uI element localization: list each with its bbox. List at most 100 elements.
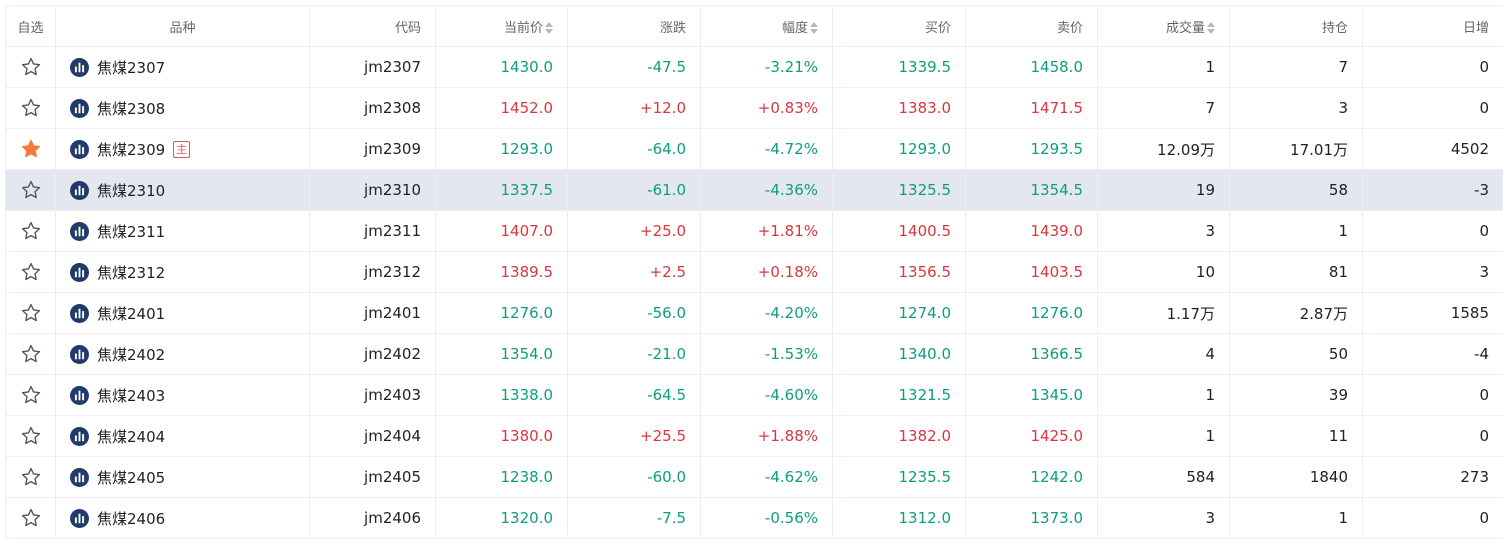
contract-name[interactable]: 焦煤2405 xyxy=(97,469,165,487)
name-cell[interactable]: 焦煤2312 xyxy=(56,252,310,293)
chart-icon[interactable] xyxy=(70,468,89,487)
chart-icon[interactable] xyxy=(70,181,89,200)
bid-cell: 1325.5 xyxy=(833,170,966,211)
code-cell: jm2311 xyxy=(310,211,436,252)
column-header-fav: 自选 xyxy=(6,6,56,47)
price-cell: 1338.0 xyxy=(436,375,568,416)
daily-cell: 4502 xyxy=(1363,129,1503,170)
ask-cell: 1345.0 xyxy=(966,375,1098,416)
contract-name[interactable]: 焦煤2403 xyxy=(97,387,165,405)
favorite-star-icon[interactable] xyxy=(6,129,56,170)
bid-cell: 1340.0 xyxy=(833,334,966,375)
bid-cell: 1356.5 xyxy=(833,252,966,293)
column-header-pct[interactable]: 幅度 xyxy=(701,6,833,47)
favorite-star-icon[interactable] xyxy=(6,375,56,416)
ask-cell: 1439.0 xyxy=(966,211,1098,252)
name-cell[interactable]: 焦煤2311 xyxy=(56,211,310,252)
code-cell: jm2308 xyxy=(310,88,436,129)
name-cell[interactable]: 焦煤2307 xyxy=(56,47,310,88)
contract-name[interactable]: 焦煤2311 xyxy=(97,223,165,241)
chart-icon[interactable] xyxy=(70,427,89,446)
name-cell[interactable]: 焦煤2308 xyxy=(56,88,310,129)
favorite-star-icon[interactable] xyxy=(6,47,56,88)
name-cell[interactable]: 焦煤2405 xyxy=(56,457,310,498)
contract-name[interactable]: 焦煤2308 xyxy=(97,100,165,118)
favorite-star-icon[interactable] xyxy=(6,416,56,457)
favorite-star-icon[interactable] xyxy=(6,334,56,375)
price-cell: 1430.0 xyxy=(436,47,568,88)
volume-cell: 19 xyxy=(1098,170,1230,211)
code-cell: jm2401 xyxy=(310,293,436,334)
contract-name[interactable]: 焦煤2402 xyxy=(97,346,165,364)
contract-name[interactable]: 焦煤2404 xyxy=(97,428,165,446)
chart-icon[interactable] xyxy=(70,222,89,241)
favorite-star-icon[interactable] xyxy=(6,170,56,211)
name-cell[interactable]: 焦煤2406 xyxy=(56,498,310,539)
chart-icon[interactable] xyxy=(70,304,89,323)
contract-name[interactable]: 焦煤2307 xyxy=(97,59,165,77)
daily-cell: -4 xyxy=(1363,334,1503,375)
chart-icon[interactable] xyxy=(70,509,89,528)
change-cell: +25.0 xyxy=(568,211,701,252)
favorite-star-icon[interactable] xyxy=(6,211,56,252)
main-contract-badge: 主 xyxy=(173,141,190,158)
oi-cell: 81 xyxy=(1230,252,1363,293)
code-cell: jm2404 xyxy=(310,416,436,457)
change-cell: +25.5 xyxy=(568,416,701,457)
ask-cell: 1276.0 xyxy=(966,293,1098,334)
chart-icon[interactable] xyxy=(70,99,89,118)
name-cell[interactable]: 焦煤2402 xyxy=(56,334,310,375)
favorite-star-icon[interactable] xyxy=(6,457,56,498)
oi-cell: 50 xyxy=(1230,334,1363,375)
name-cell[interactable]: 焦煤2310 xyxy=(56,170,310,211)
column-header-volume[interactable]: 成交量 xyxy=(1098,6,1230,47)
name-cell[interactable]: 焦煤2404 xyxy=(56,416,310,457)
code-cell: jm2309 xyxy=(310,129,436,170)
volume-cell: 4 xyxy=(1098,334,1230,375)
favorite-star-icon[interactable] xyxy=(6,88,56,129)
name-cell[interactable]: 焦煤2401 xyxy=(56,293,310,334)
column-header-price[interactable]: 当前价 xyxy=(436,6,568,47)
contract-name[interactable]: 焦煤2406 xyxy=(97,510,165,528)
sort-icon[interactable] xyxy=(1207,22,1215,34)
favorite-star-icon[interactable] xyxy=(6,498,56,539)
sort-icon[interactable] xyxy=(810,22,818,34)
chart-icon[interactable] xyxy=(70,58,89,77)
code-cell: jm2405 xyxy=(310,457,436,498)
daily-cell: 273 xyxy=(1363,457,1503,498)
favorite-star-icon[interactable] xyxy=(6,293,56,334)
bid-cell: 1235.5 xyxy=(833,457,966,498)
name-cell[interactable]: 焦煤2403 xyxy=(56,375,310,416)
contract-name[interactable]: 焦煤2309 xyxy=(97,141,165,159)
volume-cell: 3 xyxy=(1098,211,1230,252)
price-cell: 1238.0 xyxy=(436,457,568,498)
sort-icon[interactable] xyxy=(545,22,553,34)
chart-icon[interactable] xyxy=(70,345,89,364)
pct-cell: -4.72% xyxy=(701,129,833,170)
daily-cell: 3 xyxy=(1363,252,1503,293)
contract-name[interactable]: 焦煤2312 xyxy=(97,264,165,282)
chart-icon[interactable] xyxy=(70,140,89,159)
chart-icon[interactable] xyxy=(70,263,89,282)
name-cell[interactable]: 焦煤2309 主 xyxy=(56,129,310,170)
contract-name[interactable]: 焦煤2401 xyxy=(97,305,165,323)
contract-name[interactable]: 焦煤2310 xyxy=(97,182,165,200)
favorite-star-icon[interactable] xyxy=(6,252,56,293)
code-cell: jm2402 xyxy=(310,334,436,375)
bid-cell: 1382.0 xyxy=(833,416,966,457)
chart-icon[interactable] xyxy=(70,386,89,405)
pct-cell: +1.88% xyxy=(701,416,833,457)
